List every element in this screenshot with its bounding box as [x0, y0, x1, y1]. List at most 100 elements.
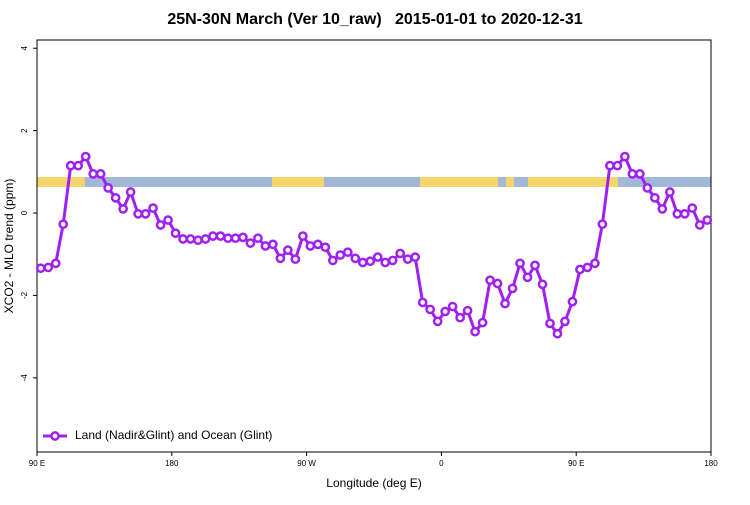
data-point — [530, 260, 540, 271]
data-point — [290, 254, 301, 265]
data-point — [462, 305, 473, 316]
data-point — [95, 169, 106, 179]
y-tick-label: 2 — [20, 128, 29, 133]
data-point — [395, 248, 406, 259]
data-point — [620, 151, 630, 162]
data-point — [417, 297, 428, 308]
data-point — [275, 253, 286, 264]
data-point — [560, 316, 570, 327]
data-point — [342, 247, 353, 258]
data-point — [657, 204, 668, 214]
data-point — [43, 262, 54, 273]
ocean-band — [37, 177, 711, 187]
land-band — [506, 177, 514, 187]
data-point — [590, 258, 600, 269]
x-tick-label: 90 E — [29, 459, 45, 468]
data-point — [357, 257, 368, 268]
data-point — [283, 245, 293, 255]
data-point — [350, 253, 361, 264]
data-point — [425, 304, 436, 315]
data-point — [387, 255, 398, 266]
y-tick-label: 0 — [20, 210, 29, 215]
y-tick-label: -4 — [20, 374, 29, 382]
data-point — [612, 160, 623, 171]
data-point — [208, 231, 218, 241]
data-point — [537, 279, 548, 290]
chart-title: 25N-30N March (Ver 10_raw) 2015-01-01 to… — [167, 11, 582, 28]
data-point — [432, 316, 443, 327]
data-point — [118, 204, 128, 214]
data-point — [253, 233, 263, 244]
data-point — [65, 160, 76, 171]
legend-marker — [50, 431, 60, 441]
data-point — [327, 255, 338, 266]
data-point — [507, 283, 518, 294]
data-point — [702, 215, 713, 225]
data-point — [50, 258, 61, 269]
data-point — [380, 257, 391, 268]
data-point — [627, 169, 638, 179]
data-point — [215, 231, 226, 241]
land-band — [420, 177, 498, 187]
data-point — [200, 234, 211, 244]
data-point — [515, 258, 525, 269]
data-point — [110, 192, 121, 203]
data-point — [320, 242, 331, 253]
data-point — [679, 209, 690, 219]
land-ocean-strip — [37, 177, 711, 187]
data-point — [365, 256, 376, 267]
data-point — [597, 219, 608, 230]
data-point — [402, 254, 413, 265]
x-tick-label: 90 W — [297, 459, 316, 468]
data-point — [238, 232, 248, 243]
data-point — [155, 220, 166, 230]
data-point — [335, 250, 346, 260]
data-point — [170, 228, 181, 239]
data-point — [103, 183, 113, 193]
data-point — [410, 252, 421, 262]
data-point — [664, 187, 675, 197]
data-point — [567, 296, 578, 307]
data-point — [545, 318, 555, 329]
data-point — [125, 187, 136, 197]
land-band — [528, 177, 618, 187]
data-point — [298, 231, 308, 241]
x-axis-label: Longitude (deg E) — [326, 476, 421, 490]
data-point — [80, 151, 91, 162]
data-point — [470, 326, 480, 337]
data-point — [605, 160, 615, 171]
data-point — [163, 215, 173, 225]
data-point — [185, 234, 196, 244]
data-point — [140, 209, 151, 219]
data-point — [694, 220, 705, 230]
data-point — [582, 262, 593, 273]
data-point — [148, 203, 158, 213]
data-point — [642, 183, 653, 193]
data-point — [268, 239, 278, 250]
data-point — [35, 263, 46, 274]
data-point — [522, 272, 533, 283]
data-point — [372, 252, 383, 262]
land-band — [37, 177, 85, 187]
data-point — [58, 219, 69, 230]
data-point — [447, 301, 458, 312]
data-point — [193, 235, 203, 246]
data-point — [455, 312, 465, 323]
data-point — [223, 233, 233, 244]
land-band — [272, 177, 324, 187]
legend-label: Land (Nadir&Glint) and Ocean (Glint) — [75, 428, 272, 442]
x-tick-label: 180 — [165, 459, 179, 468]
data-point — [440, 306, 450, 317]
y-axis-label: XCO2 - MLO trend (ppm) — [2, 179, 16, 314]
data-point — [500, 298, 510, 309]
data-point — [635, 169, 645, 179]
data-point — [477, 317, 488, 328]
data-point — [133, 209, 143, 219]
x-tick-label: 180 — [704, 459, 718, 468]
data-point — [687, 203, 698, 213]
data-point — [485, 275, 495, 286]
data-point — [649, 192, 660, 203]
data-point — [73, 160, 84, 171]
